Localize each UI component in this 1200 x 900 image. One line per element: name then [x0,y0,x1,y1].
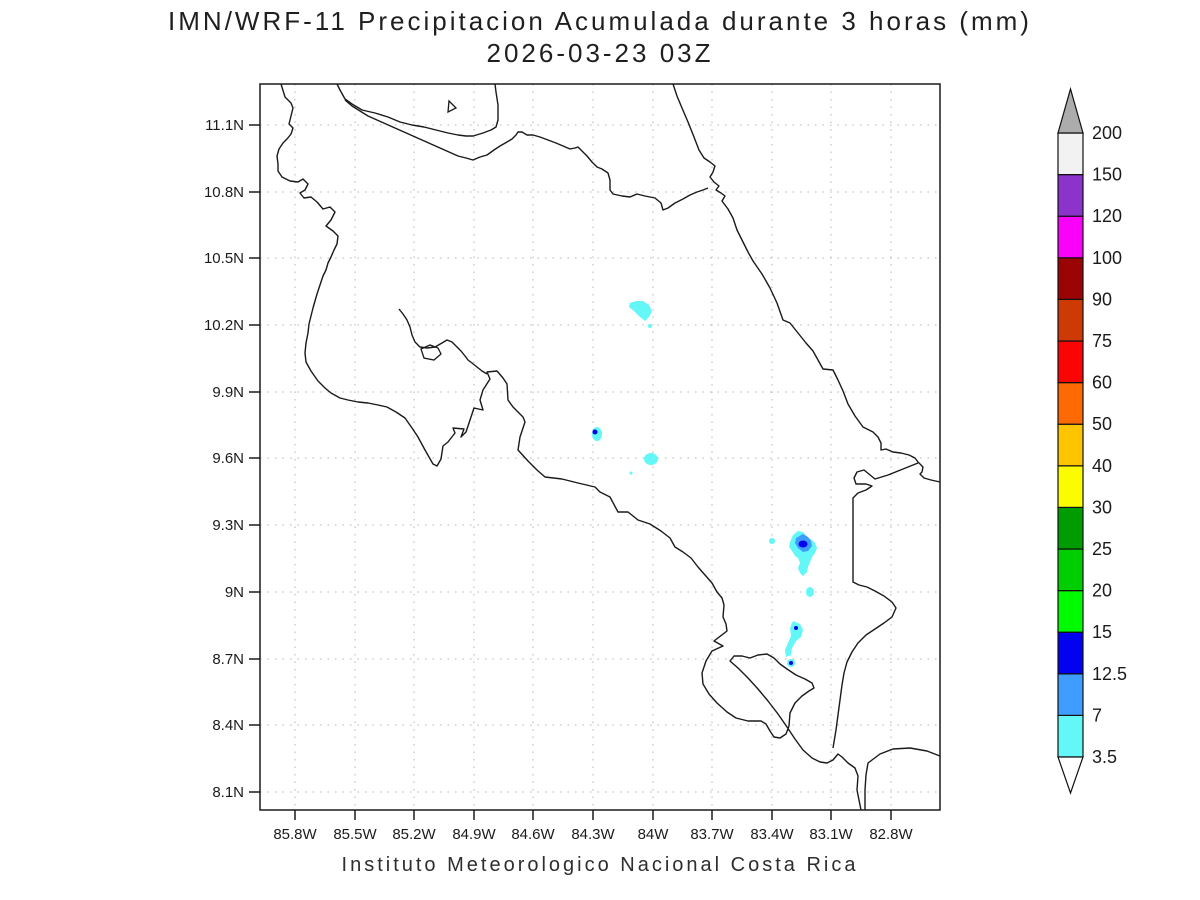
colorbar-cell [1057,340,1084,384]
lat-tick-label: 9.3N [212,517,244,534]
colorbar-cell [1057,298,1084,342]
precip-area [794,626,798,630]
colorbar-cell [1057,174,1084,217]
colorbar-cell [1057,132,1084,176]
colorbar-top-arrow [1057,86,1084,134]
precip-area [769,538,775,544]
lon-tick-label: 83.7W [690,826,734,843]
colorbar-level-label: 90 [1092,289,1112,309]
precip-area [592,429,598,435]
lat-tick-label: 9.6N [212,450,244,467]
lon-tick-label: 83.1W [809,826,853,843]
colorbar-cell [1057,257,1084,300]
tempisque-estuary [398,308,488,375]
colorbar-level-label: 50 [1092,414,1112,434]
panama-border [832,462,919,749]
precip-area [644,453,658,465]
precip-area [798,540,808,548]
precip-area [629,301,652,321]
lon-tick-label: 85.5W [333,826,377,843]
lon-tick-label: 85.8W [273,826,317,843]
figure-footer-credit: Instituto Meteorologico Nacional Costa R… [341,854,859,876]
lon-tick-label: 84W [638,826,670,843]
colorbar-level-label: 25 [1092,539,1112,559]
lon-tick-label: 84.3W [571,826,615,843]
precip-area [806,587,814,597]
colorbar-cell [1057,548,1084,592]
lon-tick-label: 84.6W [511,826,555,843]
colorbar-bottom-arrow [1057,756,1084,795]
colorbar-level-label: 200 [1092,123,1122,143]
colorbar-level-label: 20 [1092,581,1112,601]
lon-tick-label: 83.4W [750,826,794,843]
chira-island [420,344,442,361]
precip-area [629,471,633,475]
lon-tick-label: 84.9W [452,826,496,843]
colorbar-cell [1057,673,1084,716]
colorbar-level-label: 15 [1092,622,1112,642]
caribbean-coastline [672,83,941,483]
colorbar-level-label: 60 [1092,373,1112,393]
colorbar-level-label: 40 [1092,456,1112,476]
colorbar-cell [1057,589,1084,633]
lat-tick-label: 8.1N [212,784,244,801]
lat-tick-label: 9.9N [212,384,244,401]
lat-tick-label: 10.2N [204,317,244,334]
colorbar-level-label: 12.5 [1092,664,1127,684]
colorbar-level-label: 150 [1092,165,1122,185]
figure-title: IMN/WRF-11 Precipitacion Acumulada duran… [168,6,1032,36]
colorbar-level-label: 3.5 [1092,747,1117,767]
lon-tick-label: 85.2W [392,826,436,843]
pacific-coastline [276,83,862,811]
figure-subtitle-datetime: 2026-03-23 03Z [486,38,714,68]
colorbar-level-label: 75 [1092,331,1112,351]
lat-tick-label: 9N [225,584,244,601]
colorbar-cell [1057,382,1084,425]
colorbar-cell [1057,215,1084,259]
colorbar-level-label: 30 [1092,497,1112,517]
precip-area [789,661,793,665]
colorbar-cell [1057,506,1084,550]
lake-nicaragua-shore [336,83,499,137]
colorbar-cell [1057,631,1084,675]
burica-panama-coast [864,747,941,810]
lon-tick-label: 82.8W [869,826,913,843]
lat-tick-label: 8.7N [212,651,244,668]
lat-tick-label: 11.1N [205,117,244,134]
precip-area [785,621,803,657]
nicaragua-border [344,99,709,211]
ometepe-island [447,99,458,114]
colorbar-cell [1057,714,1084,758]
colorbar-cell [1057,423,1084,467]
colorbar-level-label: 100 [1092,248,1122,268]
colorbar-cell [1057,465,1084,508]
precip-area [648,324,652,328]
colorbar-level-label: 120 [1092,206,1122,226]
lat-tick-label: 10.5N [204,250,244,267]
map-frame [259,83,941,811]
lat-tick-label: 8.4N [212,717,244,734]
colorbar-level-label: 7 [1092,705,1102,725]
lat-tick-label: 10.8N [204,184,244,201]
